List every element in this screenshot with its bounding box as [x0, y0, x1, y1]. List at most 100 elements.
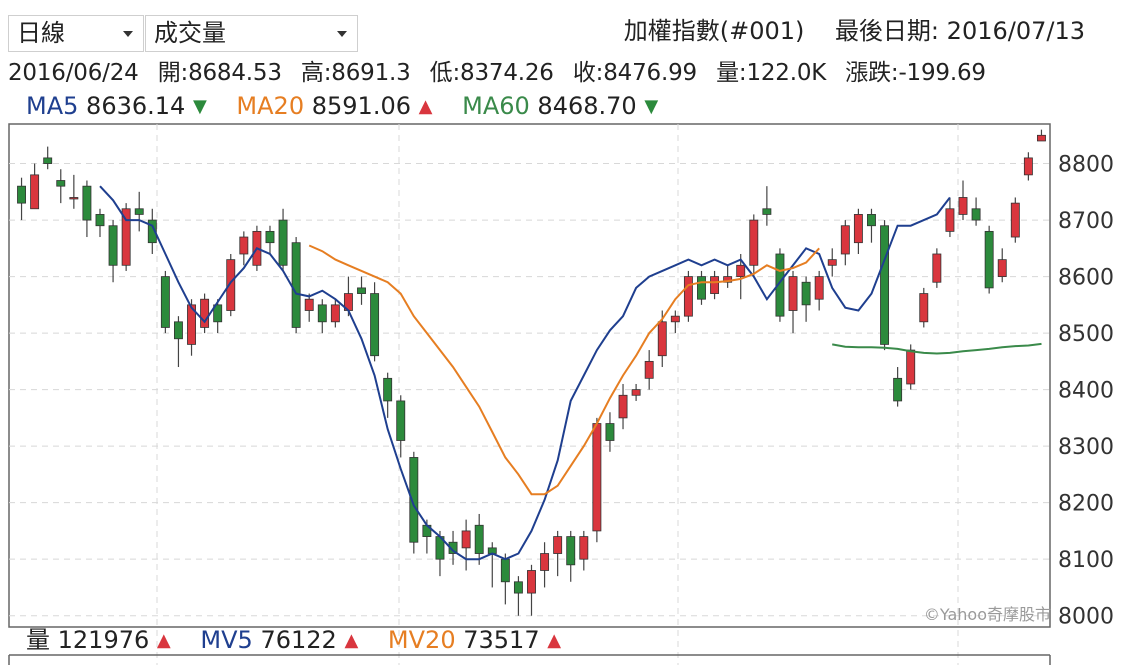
ma5-label: MA5 — [26, 92, 79, 120]
info-date: 2016/06/24 — [8, 60, 139, 86]
candle-body — [474, 524, 484, 554]
candle-body — [827, 259, 837, 266]
y-tick-label: 8700 — [1058, 209, 1114, 234]
last-date-label: 最後日期: — [834, 17, 940, 45]
ma-legend: MA5 8636.14 ▼ MA20 8591.06 ▲ MA60 8468.7… — [26, 91, 680, 122]
candle-body — [945, 208, 955, 232]
candle-body — [43, 157, 53, 164]
ma5-legend: MA5 8636.14 ▼ — [26, 92, 214, 120]
candle-body — [265, 230, 275, 244]
chevron-down-icon — [337, 31, 347, 37]
ma5-line — [99, 185, 951, 561]
candle-body — [134, 208, 144, 215]
watermark: ©Yahoo奇摩股市 — [923, 605, 1051, 624]
candle-body — [239, 236, 249, 255]
info-open: 開:8684.53 — [157, 60, 282, 86]
candle-body — [984, 230, 994, 289]
candle-body — [618, 394, 628, 419]
triangle-up-icon: ▲ — [344, 630, 359, 651]
mv20-value: 73517 — [463, 626, 540, 654]
candle-body — [370, 293, 380, 357]
vol-value: 121976 — [57, 626, 150, 654]
candle-body — [605, 423, 615, 441]
candle-body — [513, 581, 523, 594]
candle-body — [710, 276, 720, 294]
chevron-down-icon — [123, 31, 133, 37]
candle-body — [697, 276, 706, 300]
candle-body — [1010, 202, 1020, 238]
period-select-value: 日線 — [17, 19, 65, 47]
candle-body — [919, 293, 929, 323]
candle-body — [69, 197, 79, 200]
y-tick-label: 8600 — [1058, 266, 1114, 291]
ohlc-info: 2016/06/24 開:8684.53 高:8691.3 低:8374.26 … — [8, 58, 998, 88]
triangle-up-icon: ▲ — [418, 96, 433, 117]
candle-body — [801, 281, 811, 306]
candle-body — [17, 185, 26, 204]
candle-body — [56, 180, 66, 187]
mv20-label: MV20 — [387, 626, 456, 654]
candle-body — [121, 208, 131, 266]
mv5-value: 76122 — [260, 626, 337, 654]
candle-body — [409, 457, 419, 543]
candle-body — [108, 225, 118, 266]
y-tick-label: 8100 — [1058, 548, 1114, 573]
y-tick-label: 8000 — [1058, 605, 1114, 630]
candle-body — [200, 298, 210, 328]
ma20-line — [308, 244, 820, 496]
ma20-label: MA20 — [236, 92, 305, 120]
candle-body — [187, 304, 196, 345]
candle-body — [592, 423, 602, 532]
ma60-value: 8468.70 — [537, 92, 637, 120]
candle-body — [291, 242, 301, 328]
triangle-down-icon: ▼ — [644, 96, 659, 117]
vol-label: 量 — [26, 626, 50, 654]
candle-body — [775, 253, 785, 317]
candle-body — [278, 219, 288, 266]
candle-body — [160, 276, 170, 328]
indicator-select-value: 成交量 — [154, 19, 226, 47]
y-tick-label: 8400 — [1058, 379, 1114, 404]
indicator-select[interactable]: 成交量 — [145, 15, 358, 52]
mv5-legend: MV5 76122 ▲ — [200, 626, 366, 654]
candle-body — [147, 219, 157, 244]
period-select[interactable]: 日線 — [8, 15, 144, 52]
candle-body — [396, 400, 406, 441]
candle-body — [906, 349, 916, 385]
candle-body — [357, 287, 366, 294]
candle-body — [383, 377, 393, 402]
candle-body — [814, 276, 824, 300]
info-close: 收:8476.99 — [572, 60, 697, 86]
candle-body — [1023, 157, 1033, 176]
ma60-label: MA60 — [462, 92, 530, 120]
candle-body — [304, 298, 314, 311]
candle-body — [853, 214, 863, 244]
triangle-up-icon: ▲ — [156, 630, 171, 651]
candle-body — [840, 225, 850, 255]
candle-body — [893, 377, 903, 402]
header-title: 加權指數(#001) 最後日期: 2016/07/13 — [624, 14, 1085, 48]
vol-legend: 量 121976 ▲ — [26, 626, 178, 654]
info-volume: 量:122.0K — [716, 60, 827, 86]
y-tick-label: 8500 — [1058, 322, 1114, 347]
candle-body — [1037, 134, 1046, 142]
candle-body — [670, 315, 680, 323]
candle-body — [226, 259, 236, 311]
index-name: 加權指數(#001) — [623, 17, 805, 45]
candle-body — [867, 214, 876, 227]
y-tick-label: 8800 — [1058, 153, 1114, 178]
candle-body — [330, 304, 340, 323]
candle-body — [566, 536, 576, 566]
plot-frame — [8, 123, 1051, 628]
candle-body — [997, 259, 1007, 277]
candle-body — [30, 174, 40, 210]
candle-body — [540, 553, 550, 571]
candle-body — [461, 530, 471, 549]
candle-body — [932, 253, 942, 283]
candle-body — [958, 197, 968, 215]
candle-body — [173, 321, 183, 340]
candle-body — [762, 208, 772, 215]
candle-body — [213, 304, 223, 323]
info-high: 高:8691.3 — [300, 60, 411, 86]
